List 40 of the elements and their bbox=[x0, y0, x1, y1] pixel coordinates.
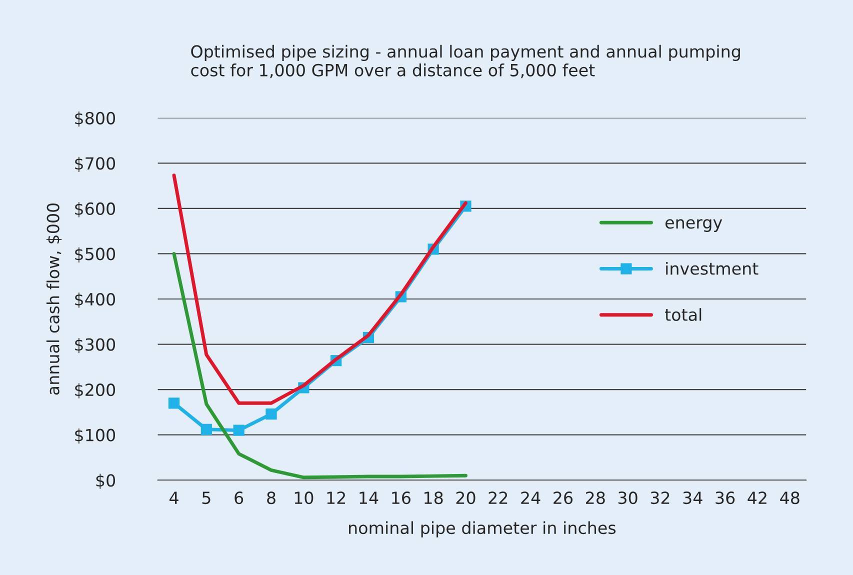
y-tick-label: $600 bbox=[75, 202, 116, 218]
x-tick-label: 24 bbox=[521, 492, 540, 504]
y-axis-title: annual cash flow, $000 bbox=[46, 203, 62, 395]
y-tick-label: $500 bbox=[75, 247, 116, 262]
x-tick-label: 26 bbox=[554, 492, 573, 504]
x-tick-label: 4 bbox=[170, 492, 178, 504]
x-tick-label: 18 bbox=[424, 492, 443, 504]
legend-label: investment bbox=[666, 262, 758, 275]
x-tick-label: 30 bbox=[618, 492, 638, 504]
x-tick-label: 16 bbox=[392, 492, 410, 504]
x-axis-title: nominal pipe diameter in inches bbox=[349, 521, 616, 538]
y-tick-label: $100 bbox=[75, 428, 116, 444]
y-tick-label: $400 bbox=[75, 292, 116, 308]
point bbox=[266, 408, 277, 420]
x-tick-label: 14 bbox=[360, 492, 378, 504]
x-tick-label: 36 bbox=[716, 492, 735, 504]
legend-label: total bbox=[665, 308, 702, 321]
legend-label: energy bbox=[665, 219, 722, 232]
x-tick-label: 5 bbox=[202, 492, 210, 504]
y-tick-label: $0 bbox=[96, 474, 116, 489]
x-tick-label: 6 bbox=[234, 492, 244, 504]
y-tick-label: $200 bbox=[75, 383, 116, 398]
x-tick-label: 20 bbox=[456, 492, 476, 504]
y-tick-label: $800 bbox=[75, 112, 116, 127]
x-tick-label: 42 bbox=[748, 492, 766, 504]
point bbox=[233, 424, 244, 436]
point bbox=[168, 398, 180, 409]
x-tick-label: 22 bbox=[488, 492, 508, 504]
point bbox=[200, 424, 212, 435]
x-tick-label: 10 bbox=[294, 492, 314, 504]
y-tick-label: $300 bbox=[75, 338, 116, 354]
x-tick-label: 28 bbox=[586, 492, 605, 504]
y-tick-label: $700 bbox=[75, 156, 116, 172]
chart-title: Optimised pipe sizing - annual loan payment and annual pumping cost for 1,000 GPM over a distance of 5,000 feet bbox=[191, 44, 740, 78]
x-tick-label: 12 bbox=[327, 492, 346, 504]
x-tick-label: 34 bbox=[683, 492, 702, 504]
x-tick-label: 48 bbox=[780, 492, 800, 504]
line-series bbox=[172, 252, 468, 480]
x-tick-label: 8 bbox=[267, 492, 276, 504]
x-tick-label: 32 bbox=[650, 492, 670, 504]
